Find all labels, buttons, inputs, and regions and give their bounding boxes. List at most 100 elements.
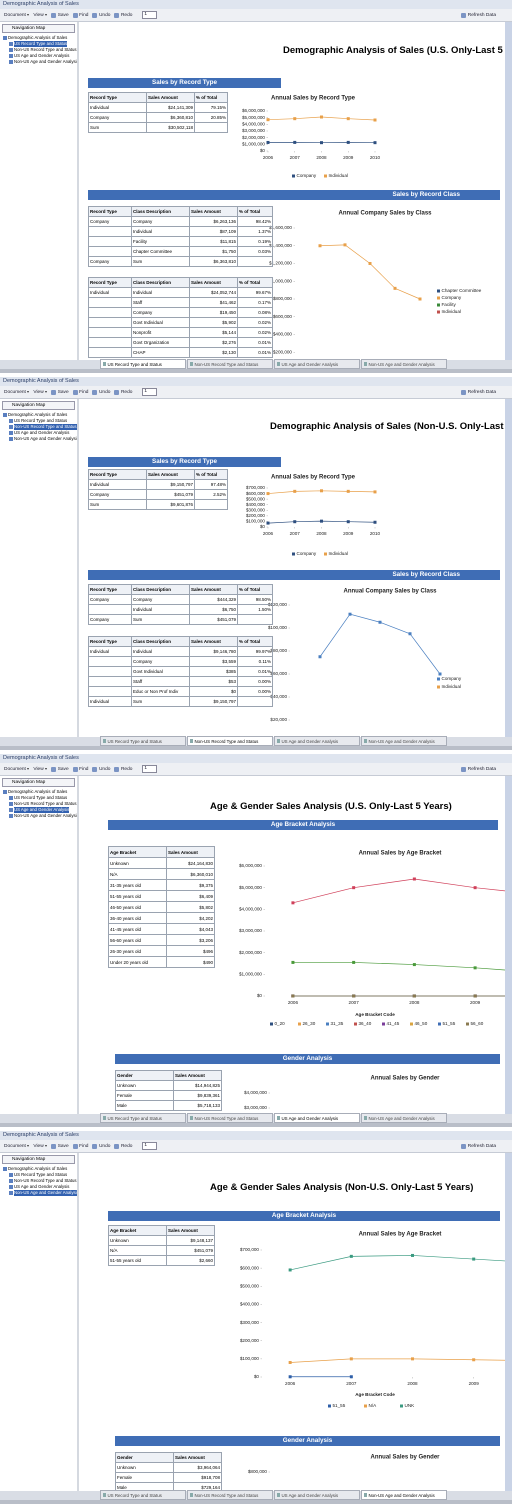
- page-number-input[interactable]: 1: [142, 1142, 158, 1150]
- report-tab[interactable]: US Record Type and Status: [100, 1490, 186, 1500]
- report-title: Age & Gender Sales Analysis (Non-U.S. On…: [210, 1182, 474, 1193]
- toolbar-button[interactable]: Undo: [92, 1143, 110, 1149]
- toolbar-button[interactable]: Undo: [92, 766, 110, 772]
- toolbar-button[interactable]: Save: [51, 12, 69, 18]
- toolbar-button[interactable]: View: [33, 13, 48, 18]
- nav-item[interactable]: Non-US Age and Gender Analysis: [0, 1190, 77, 1196]
- page-number-input[interactable]: 1: [142, 765, 158, 773]
- refresh-button[interactable]: Refresh Data: [461, 12, 496, 18]
- refresh-button[interactable]: Refresh Data: [461, 766, 496, 772]
- y-tick-label: $20,000: [270, 717, 287, 722]
- toolbar-button[interactable]: Redo: [114, 766, 132, 772]
- nav-item[interactable]: US Record Type and Status: [0, 418, 77, 424]
- nav-item[interactable]: Non-US Record Type and Status: [0, 801, 77, 807]
- tab-icon: [102, 1493, 106, 1497]
- nav-item[interactable]: US Record Type and Status: [0, 41, 77, 47]
- toolbar-button[interactable]: Find: [72, 389, 88, 395]
- nav-item[interactable]: Demographic Analysis of Sales: [0, 412, 77, 418]
- toolbar-button[interactable]: Document: [4, 1144, 30, 1149]
- table-cell: [237, 696, 273, 707]
- page-number-input[interactable]: 1: [142, 388, 158, 396]
- series-line: [319, 244, 421, 300]
- nav-icon: [9, 42, 13, 46]
- nav-item[interactable]: Non-US Age and Gender Analysis: [0, 436, 77, 442]
- report-tab[interactable]: US Record Type and Status: [100, 1113, 186, 1123]
- nav-item[interactable]: US Age and Gender Analysis: [0, 430, 77, 436]
- table-cell: $53: [189, 676, 238, 687]
- nav-item[interactable]: US Age and Gender Analysis: [0, 807, 77, 813]
- report-tab[interactable]: US Age and Gender Analysis: [274, 1113, 360, 1123]
- data-table: Record Type Class Description Sales Amount…: [88, 636, 273, 707]
- report-tab[interactable]: Non-US Record Type and Status: [187, 1113, 273, 1123]
- table-cell: $5,718,133: [173, 1100, 222, 1111]
- toolbar-button[interactable]: View: [33, 390, 48, 395]
- nav-icon: [9, 802, 13, 806]
- report-tab[interactable]: Non-US Age and Gender Analysis: [361, 1113, 447, 1123]
- toolbar-button[interactable]: Document: [4, 13, 30, 18]
- nav-label: Non-US Record Type and Status: [14, 801, 77, 806]
- report-tab[interactable]: US Age and Gender Analysis: [274, 359, 360, 369]
- toolbar-button[interactable]: Save: [51, 1143, 69, 1149]
- report-page: Annual Sales by Record Type $0 $100,000 $20…: [80, 399, 505, 737]
- chart-title: Annual Sales by Age Bracket: [359, 1232, 442, 1238]
- x-tick-label: 2007: [290, 155, 301, 160]
- report-tab[interactable]: US Age and Gender Analysis: [274, 736, 360, 746]
- table-cell: Unknown: [115, 1080, 174, 1091]
- table-cell: Individual: [131, 226, 190, 237]
- toolbar-button[interactable]: Redo: [114, 12, 132, 18]
- button-label: Refresh Data: [467, 12, 496, 18]
- chart-title: Annual Company Sales by Class: [343, 589, 437, 595]
- x-tick-label: 2008: [409, 1000, 420, 1005]
- toolbar-button[interactable]: Document: [4, 767, 30, 772]
- nav-item[interactable]: US Age and Gender Analysis: [0, 53, 77, 59]
- toolbar-button[interactable]: Find: [72, 12, 88, 18]
- toolbar-button[interactable]: Find: [72, 766, 88, 772]
- nav-item[interactable]: US Record Type and Status: [0, 795, 77, 801]
- data-point: [412, 877, 416, 881]
- report-tab[interactable]: Non-US Age and Gender Analysis: [361, 359, 447, 369]
- toolbar-button[interactable]: View: [33, 1144, 48, 1149]
- nav-item[interactable]: Non-US Record Type and Status: [0, 1178, 77, 1184]
- report-tab[interactable]: Non-US Age and Gender Analysis: [361, 736, 447, 746]
- nav-item[interactable]: Non-US Age and Gender Analysis: [0, 59, 77, 65]
- report-tab[interactable]: Non-US Record Type and Status: [187, 736, 273, 746]
- toolbar-button[interactable]: Find: [72, 1143, 88, 1149]
- toolbar-button[interactable]: Save: [51, 389, 69, 395]
- nav-item[interactable]: Demographic Analysis of Sales: [0, 789, 77, 795]
- toolbar-button[interactable]: Redo: [114, 389, 132, 395]
- tab-icon: [276, 362, 280, 366]
- toolbar-button[interactable]: Undo: [92, 12, 110, 18]
- data-point: [373, 141, 377, 145]
- nav-item[interactable]: Demographic Analysis of Sales: [0, 35, 77, 41]
- nav-item[interactable]: US Record Type and Status: [0, 1172, 77, 1178]
- y-tick-label: $3,000,000: [242, 128, 265, 133]
- button-label: Document: [4, 389, 26, 395]
- page-number-input[interactable]: 1: [142, 11, 158, 19]
- report-tab[interactable]: Non-US Record Type and Status: [187, 1490, 273, 1500]
- toolbar-button[interactable]: Document: [4, 389, 30, 395]
- column-header: Class Description: [131, 206, 190, 217]
- refresh-button[interactable]: Refresh Data: [461, 389, 496, 395]
- nav-item[interactable]: Non-US Record Type and Status: [0, 424, 77, 430]
- nav-item[interactable]: Non-US Age and Gender Analysis: [0, 813, 77, 819]
- toolbar-button[interactable]: View: [33, 767, 48, 772]
- section-heading: Sales by Record Type: [88, 457, 281, 467]
- report-tab[interactable]: Non-US Record Type and Status: [187, 359, 273, 369]
- data-point: [288, 1360, 292, 1364]
- button-icon: [92, 1143, 98, 1149]
- tab-label: US Record Type and Status: [107, 361, 162, 367]
- toolbar-button[interactable]: Redo: [114, 1143, 132, 1149]
- refresh-button[interactable]: Refresh Data: [461, 1143, 496, 1149]
- report-tab[interactable]: Non-US Age and Gender Analysis: [361, 1490, 447, 1500]
- table-cell: 36-40 years old: [108, 912, 167, 924]
- toolbar-button[interactable]: Save: [51, 766, 69, 772]
- nav-item[interactable]: Demographic Analysis of Sales: [0, 1166, 77, 1172]
- toolbar-button[interactable]: Undo: [92, 389, 110, 395]
- report-tab[interactable]: US Age and Gender Analysis: [274, 1490, 360, 1500]
- report-tab[interactable]: US Record Type and Status: [100, 736, 186, 746]
- report-tab[interactable]: US Record Type and Status: [100, 359, 186, 369]
- nav-item[interactable]: Non-US Record Type and Status: [0, 47, 77, 53]
- table-row: Female $9,839,361: [115, 1090, 222, 1101]
- nav-item[interactable]: US Age and Gender Analysis: [0, 1184, 77, 1190]
- table-cell: 0.00%: [237, 676, 273, 687]
